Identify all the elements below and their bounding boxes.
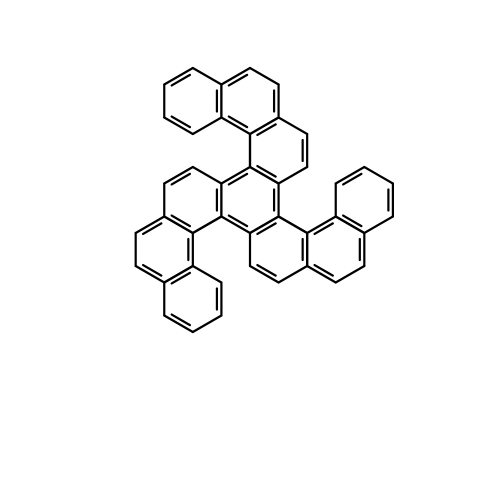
molecule-diagram [0, 0, 500, 500]
